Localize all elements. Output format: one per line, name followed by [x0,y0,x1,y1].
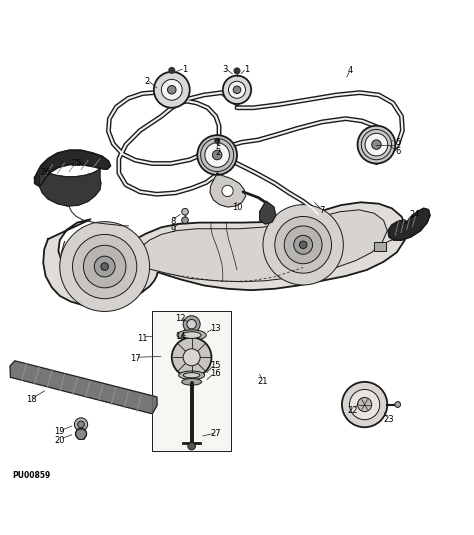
Circle shape [212,150,222,160]
Polygon shape [43,202,406,306]
Text: 22: 22 [347,406,358,415]
Text: 25: 25 [71,159,82,168]
Circle shape [233,86,241,94]
Text: 17: 17 [130,354,141,363]
Circle shape [284,226,322,264]
Bar [152,311,231,451]
Polygon shape [35,150,110,186]
Circle shape [182,209,188,215]
Circle shape [183,349,200,366]
Text: 21: 21 [258,377,268,386]
Circle shape [83,245,126,288]
Text: 1: 1 [182,65,188,74]
Circle shape [187,319,196,329]
Circle shape [222,185,233,196]
Ellipse shape [184,339,199,345]
Circle shape [172,338,211,377]
Circle shape [154,72,190,108]
Text: 16: 16 [210,369,221,378]
Text: 4: 4 [348,66,353,75]
Circle shape [357,398,372,411]
Polygon shape [210,173,246,207]
Text: 2: 2 [216,148,221,157]
Ellipse shape [182,332,201,339]
Text: 11: 11 [137,334,148,343]
Text: 12: 12 [175,314,185,323]
Circle shape [167,86,176,94]
Polygon shape [10,361,157,414]
Text: 20: 20 [55,435,65,445]
Polygon shape [388,209,430,240]
Polygon shape [260,201,276,224]
Text: 1: 1 [216,139,221,148]
Circle shape [188,442,195,450]
Circle shape [300,241,307,249]
Circle shape [78,421,84,427]
Text: PU00859: PU00859 [12,471,51,480]
Text: 14: 14 [175,332,185,341]
Text: 2: 2 [145,77,150,86]
Circle shape [197,135,237,175]
Circle shape [357,126,395,164]
Circle shape [75,428,87,440]
Text: 15: 15 [210,361,221,370]
Ellipse shape [177,330,206,340]
Polygon shape [39,169,101,206]
Circle shape [74,418,88,431]
Circle shape [263,205,343,285]
Circle shape [183,316,200,333]
Circle shape [215,139,219,143]
Circle shape [294,235,313,254]
Polygon shape [61,210,387,294]
Text: 24: 24 [409,210,419,219]
Circle shape [349,389,380,419]
Text: 27: 27 [210,430,221,438]
Ellipse shape [179,371,205,379]
Circle shape [228,81,246,98]
Circle shape [372,140,381,149]
Circle shape [234,68,240,74]
Text: 13: 13 [210,324,221,333]
Text: 10: 10 [232,203,242,211]
Circle shape [101,263,109,270]
Ellipse shape [183,373,200,378]
Circle shape [169,67,174,73]
Ellipse shape [182,379,201,385]
Circle shape [73,234,137,299]
Circle shape [223,75,251,104]
Text: 18: 18 [26,395,36,404]
Text: 26: 26 [40,169,51,178]
Bar [374,241,386,251]
Circle shape [365,133,388,156]
Text: 9: 9 [171,225,176,234]
Circle shape [60,221,150,311]
Text: 5: 5 [395,137,401,147]
Circle shape [275,217,331,273]
Text: 8: 8 [171,217,176,226]
Text: 3: 3 [222,65,228,74]
Circle shape [395,402,401,407]
Text: 19: 19 [55,427,65,437]
Text: 23: 23 [383,415,393,424]
Circle shape [342,382,387,427]
Text: 7: 7 [319,207,325,215]
Circle shape [161,79,182,100]
Circle shape [94,256,115,277]
Circle shape [205,143,229,167]
Text: 1: 1 [244,65,249,74]
Text: 6: 6 [395,147,401,156]
Circle shape [182,217,188,224]
